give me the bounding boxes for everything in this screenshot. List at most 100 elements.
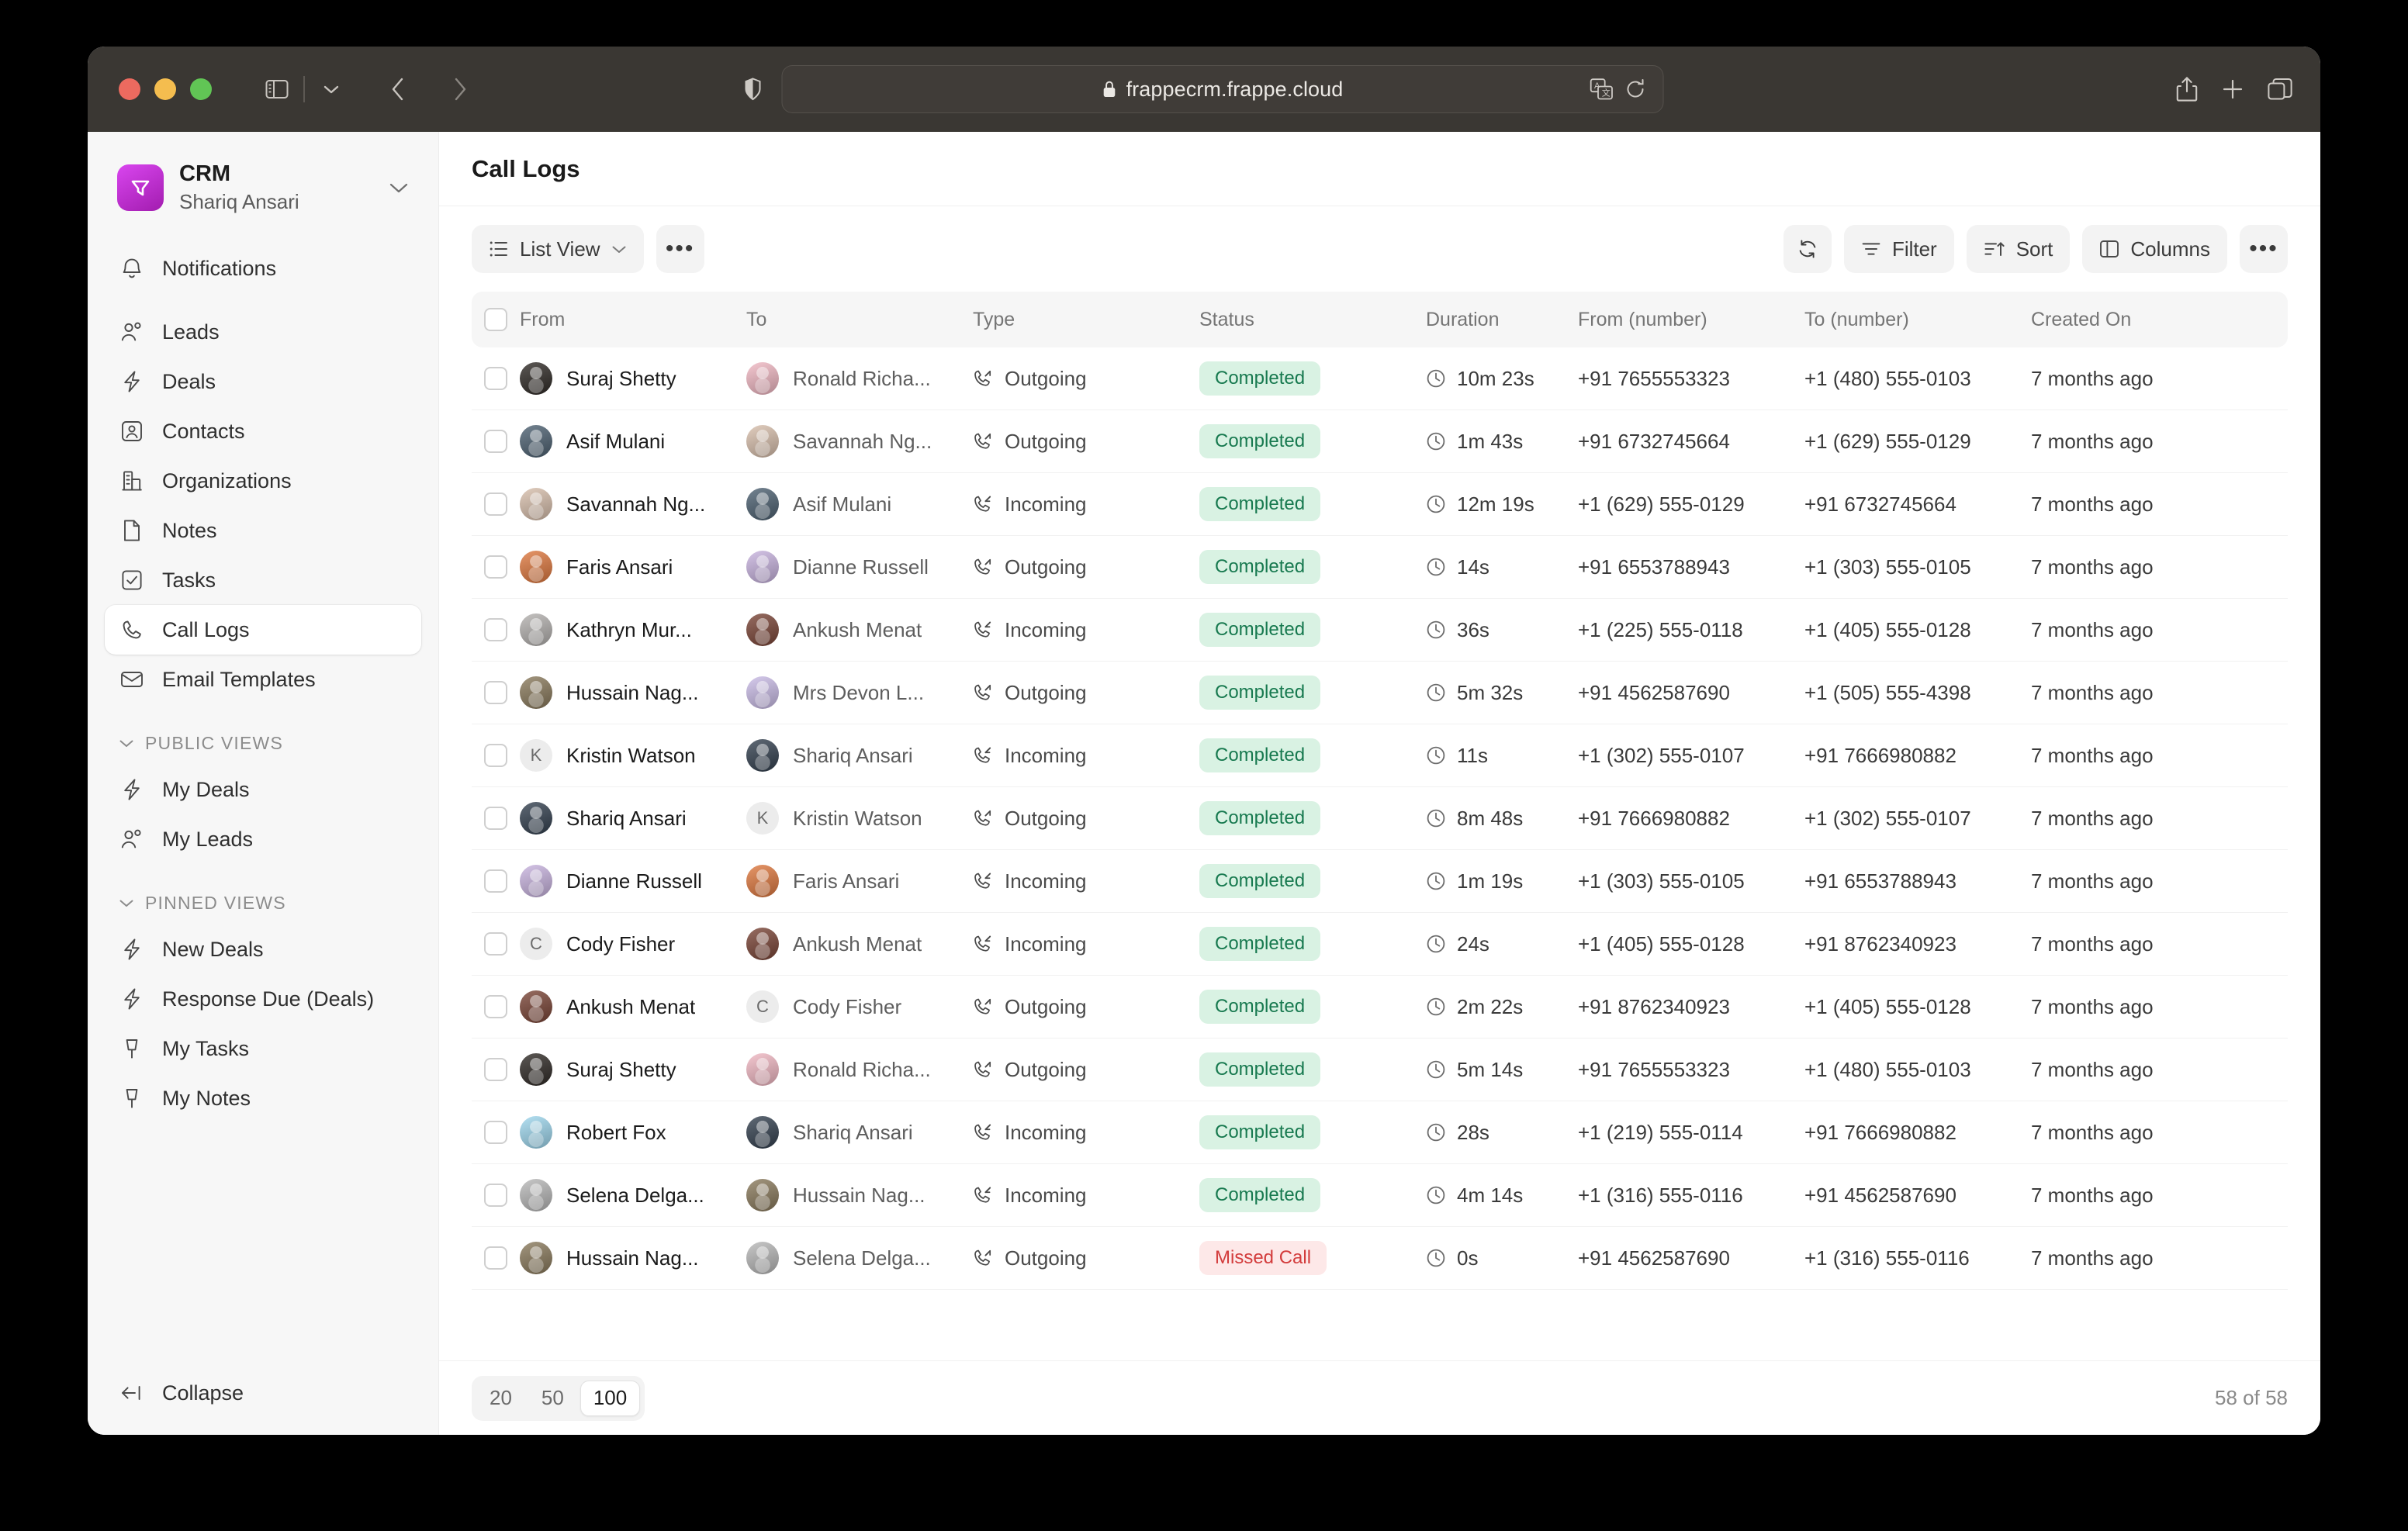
table-row[interactable]: Suraj Shetty Ronald Richa... Outgoing Compl… — [472, 347, 2288, 410]
cell-to: Hussain Nag... — [746, 1179, 973, 1211]
filter-button[interactable]: Filter — [1843, 225, 1954, 273]
sidebar-item-organizations[interactable]: Organizations — [105, 456, 421, 506]
url-input[interactable]: frappecrm.frappe.cloud A 文 — [781, 65, 1664, 113]
sidebar-item-notes[interactable]: Notes — [105, 506, 421, 555]
more-options-button[interactable]: ••• — [2240, 225, 2288, 273]
back-button[interactable] — [376, 67, 420, 111]
plus-icon[interactable] — [2221, 78, 2244, 101]
table-row[interactable]: Suraj Shetty Ronald Richa... Outgoing Compl… — [472, 1039, 2288, 1101]
page-size-option-50[interactable]: 50 — [541, 1386, 564, 1409]
select-all-cell — [472, 308, 520, 331]
column-header-status[interactable]: Status — [1199, 308, 1254, 330]
sidebar-item-new-deals[interactable]: New Deals — [105, 924, 421, 974]
row-checkbox[interactable] — [484, 932, 507, 956]
sidebar-item-my-leads[interactable]: My Leads — [105, 814, 421, 864]
table-row[interactable]: Shariq Ansari K Kristin Watson Outgoing Comp… — [472, 787, 2288, 850]
shield-icon[interactable] — [745, 78, 762, 101]
minimize-window-button[interactable] — [154, 78, 176, 100]
page-size-option-20[interactable]: 20 — [490, 1386, 512, 1409]
sidebar-toggle-icon[interactable] — [255, 67, 299, 111]
cell-to-number: +91 6732745664 — [1804, 492, 1956, 516]
chevron-down-icon[interactable] — [310, 67, 353, 111]
cell-from: Robert Fox — [520, 1116, 746, 1149]
sidebar-item-email-templates[interactable]: Email Templates — [105, 655, 421, 704]
forward-button[interactable] — [438, 67, 482, 111]
table-row[interactable]: Savannah Ng... Asif Mulani Incoming Complet… — [472, 473, 2288, 536]
row-checkbox[interactable] — [484, 555, 507, 579]
table-row[interactable]: Faris Ansari Dianne Russell Outgoing Comple… — [472, 536, 2288, 599]
row-select-cell — [472, 555, 520, 579]
table-row[interactable]: Hussain Nag... Mrs Devon L... Outgoing Comp… — [472, 662, 2288, 724]
page-title: Call Logs — [472, 154, 580, 182]
sidebar-item-tasks[interactable]: Tasks — [105, 555, 421, 605]
translate-icon[interactable]: A 文 — [1590, 78, 1614, 100]
page-size-option-100[interactable]: 100 — [580, 1380, 641, 1416]
clock-icon — [1426, 368, 1446, 389]
tab-overview-icon[interactable] — [2268, 78, 2292, 101]
row-checkbox[interactable] — [484, 1121, 507, 1144]
row-checkbox[interactable] — [484, 869, 507, 893]
cell-to-number: +1 (480) 555-0103 — [1804, 366, 1971, 390]
column-header-from-number[interactable]: From (number) — [1578, 308, 1707, 330]
column-header-type[interactable]: Type — [973, 308, 1015, 330]
column-header-from[interactable]: From — [520, 308, 566, 330]
row-checkbox[interactable] — [484, 995, 507, 1018]
sidebar-item-call-logs[interactable]: Call Logs — [105, 605, 421, 655]
cell-to-number: +1 (302) 555-0107 — [1804, 806, 1971, 830]
column-header-to-number[interactable]: To (number) — [1804, 308, 1909, 330]
workspace-switcher[interactable]: CRM Shariq Ansari — [105, 149, 421, 226]
sort-button[interactable]: Sort — [1966, 225, 2071, 273]
close-window-button[interactable] — [119, 78, 140, 100]
table-row[interactable]: Kathryn Mur... Ankush Menat Incoming Comple… — [472, 599, 2288, 662]
refresh-button[interactable] — [1783, 225, 1832, 273]
table-row[interactable]: Asif Mulani Savannah Ng... Outgoing Complet… — [472, 410, 2288, 473]
sidebar-item-leads[interactable]: Leads — [105, 307, 421, 357]
row-checkbox[interactable] — [484, 1246, 507, 1270]
cell-status: Completed — [1199, 864, 1426, 898]
reload-icon[interactable] — [1626, 78, 1646, 100]
collapse-sidebar-button[interactable]: Collapse — [105, 1368, 421, 1418]
from-name: Asif Mulani — [566, 429, 666, 453]
sidebar-item-my-notes[interactable]: My Notes — [105, 1073, 421, 1123]
row-checkbox[interactable] — [484, 367, 507, 390]
sidebar-item-response-due-deals[interactable]: Response Due (Deals) — [105, 974, 421, 1024]
table-row[interactable]: Selena Delga... Hussain Nag... Incoming Com… — [472, 1164, 2288, 1227]
sidebar-item-my-tasks[interactable]: My Tasks — [105, 1024, 421, 1073]
row-checkbox[interactable] — [484, 618, 507, 641]
cell-type: Incoming — [973, 869, 1199, 893]
table-row[interactable]: C Cody Fisher Ankush Menat Incoming Complete… — [472, 913, 2288, 976]
table-row[interactable]: Hussain Nag... Selena Delga... Outgoing Mis… — [472, 1227, 2288, 1290]
view-selector-button[interactable]: List View — [472, 225, 644, 273]
row-checkbox[interactable] — [484, 807, 507, 830]
row-checkbox[interactable] — [484, 1184, 507, 1207]
table-row[interactable]: Robert Fox Shariq Ansari Incoming Completed… — [472, 1101, 2288, 1164]
sidebar-item-my-deals[interactable]: My Deals — [105, 765, 421, 814]
column-header-duration[interactable]: Duration — [1426, 308, 1500, 330]
row-checkbox[interactable] — [484, 681, 507, 704]
section-public-views[interactable]: PUBLIC VIEWS — [105, 721, 421, 765]
avatar — [746, 362, 779, 395]
cell-from: Dianne Russell — [520, 865, 746, 897]
row-checkbox[interactable] — [484, 430, 507, 453]
type-label: Incoming — [1005, 1183, 1087, 1207]
table-row[interactable]: K Kristin Watson Shariq Ansari Incoming Comp… — [472, 724, 2288, 787]
share-icon[interactable] — [2176, 76, 2198, 102]
lightning-icon — [119, 368, 145, 395]
column-header-created-on[interactable]: Created On — [2031, 308, 2132, 330]
sidebar-item-notifications[interactable]: Notifications — [105, 244, 421, 293]
column-header-to[interactable]: To — [746, 308, 767, 330]
row-checkbox[interactable] — [484, 1058, 507, 1081]
row-checkbox[interactable] — [484, 492, 507, 516]
sidebar-item-deals[interactable]: Deals — [105, 357, 421, 406]
type-label: Outgoing — [1005, 555, 1087, 579]
section-pinned-views[interactable]: PINNED VIEWS — [105, 881, 421, 924]
table-row[interactable]: Ankush Menat C Cody Fisher Outgoing Complete… — [472, 976, 2288, 1039]
status-badge: Completed — [1199, 361, 1321, 396]
select-all-checkbox[interactable] — [484, 308, 507, 331]
maximize-window-button[interactable] — [190, 78, 212, 100]
row-checkbox[interactable] — [484, 744, 507, 767]
sidebar-item-contacts[interactable]: Contacts — [105, 406, 421, 456]
columns-button[interactable]: Columns — [2082, 225, 2227, 273]
view-options-button[interactable]: ••• — [656, 225, 704, 273]
table-row[interactable]: Dianne Russell Faris Ansari Incoming Comple… — [472, 850, 2288, 913]
